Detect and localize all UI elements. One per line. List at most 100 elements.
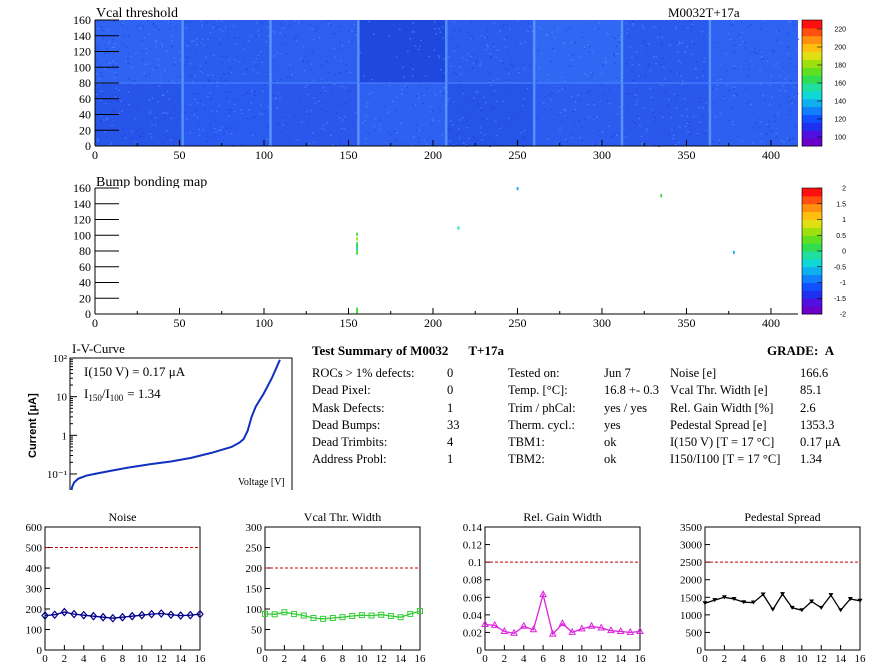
pixel bbox=[652, 99, 654, 101]
pixel bbox=[688, 133, 691, 136]
pixel bbox=[440, 68, 442, 71]
pixel bbox=[650, 109, 653, 111]
pixel bbox=[249, 89, 251, 91]
pixel bbox=[742, 41, 744, 43]
data-point bbox=[529, 625, 538, 633]
pixel bbox=[314, 102, 317, 105]
pixel bbox=[459, 137, 461, 139]
pixel bbox=[545, 34, 548, 36]
pixel bbox=[340, 60, 342, 62]
x-tick-label: 0 bbox=[702, 653, 708, 665]
y-tick-label: 40 bbox=[79, 108, 91, 122]
data-point bbox=[176, 611, 185, 620]
pixel bbox=[139, 27, 142, 30]
pixel bbox=[337, 49, 340, 51]
pixel bbox=[186, 39, 189, 41]
pixel bbox=[628, 93, 630, 95]
pixel bbox=[610, 112, 613, 114]
pixel bbox=[276, 52, 279, 54]
x-tick-label: 6 bbox=[760, 653, 766, 665]
pixel bbox=[429, 111, 432, 113]
data-point bbox=[310, 615, 317, 622]
pixel bbox=[606, 99, 609, 102]
pixel bbox=[665, 80, 668, 83]
pixel bbox=[658, 145, 661, 148]
data-point bbox=[320, 615, 327, 622]
pixel bbox=[341, 130, 343, 133]
pixel bbox=[280, 24, 283, 26]
pixel bbox=[107, 43, 110, 45]
pixel bbox=[783, 66, 785, 68]
pixel bbox=[797, 38, 800, 40]
pixel bbox=[338, 26, 340, 28]
pixel bbox=[759, 83, 762, 85]
bump-heatmap[interactable] bbox=[95, 186, 798, 314]
pixel bbox=[407, 50, 409, 52]
x-tick-label: 2 bbox=[62, 653, 68, 665]
pixel bbox=[234, 37, 237, 39]
pixel bbox=[793, 23, 796, 26]
pixel bbox=[378, 123, 381, 125]
pixel bbox=[530, 127, 533, 129]
palette-swatch bbox=[802, 290, 822, 299]
pixel bbox=[400, 88, 403, 91]
pixel bbox=[480, 35, 483, 37]
data-point bbox=[281, 609, 288, 616]
x-tick-label: 8 bbox=[120, 653, 126, 665]
pixel bbox=[443, 75, 446, 77]
pixel bbox=[136, 130, 138, 132]
pixel bbox=[667, 105, 670, 107]
pixel bbox=[141, 132, 144, 134]
pixel bbox=[617, 113, 619, 115]
x-tick-label: 6 bbox=[540, 653, 546, 665]
pixel bbox=[494, 142, 497, 144]
pixel bbox=[124, 106, 127, 108]
dead-bump bbox=[356, 242, 358, 246]
pixel bbox=[153, 28, 155, 30]
y-tick-label: 300 bbox=[26, 584, 43, 596]
pixel bbox=[443, 72, 446, 75]
pixel bbox=[642, 42, 644, 44]
pixel bbox=[283, 20, 285, 23]
pixel bbox=[102, 119, 105, 121]
pixel bbox=[598, 99, 600, 102]
pixel bbox=[462, 90, 464, 92]
pixel bbox=[218, 37, 221, 40]
pixel bbox=[174, 61, 176, 63]
pixel bbox=[279, 130, 282, 133]
pixel bbox=[480, 108, 482, 110]
pixel bbox=[197, 124, 200, 126]
pixel bbox=[648, 65, 650, 67]
data-point bbox=[616, 627, 625, 635]
pixel bbox=[736, 94, 738, 96]
pixel bbox=[586, 74, 589, 77]
pixel bbox=[155, 41, 158, 43]
pixel bbox=[312, 97, 315, 99]
pixel bbox=[557, 29, 559, 31]
x-tick-label: 14 bbox=[615, 653, 627, 665]
pixel bbox=[766, 133, 768, 135]
pixel bbox=[681, 80, 684, 82]
iv-y-tick-label: 1 bbox=[62, 430, 68, 442]
pixel bbox=[226, 28, 229, 30]
vcal-heatmap[interactable] bbox=[95, 20, 800, 148]
pixel bbox=[601, 131, 604, 133]
pixel bbox=[453, 144, 455, 146]
pixel bbox=[261, 61, 264, 63]
pixel bbox=[384, 105, 387, 107]
data-point bbox=[838, 608, 844, 613]
pixel bbox=[168, 22, 171, 24]
pixel bbox=[786, 53, 789, 55]
y-tick-label: 0 bbox=[477, 645, 483, 657]
pixel bbox=[586, 92, 589, 94]
pixel bbox=[689, 20, 691, 22]
pixel bbox=[200, 42, 202, 44]
roc-plot-title: Rel. Gain Width bbox=[523, 510, 601, 524]
data-point bbox=[760, 592, 766, 597]
pixel bbox=[743, 42, 746, 44]
data-point bbox=[378, 611, 385, 618]
pixel bbox=[556, 83, 559, 86]
pixel bbox=[304, 55, 307, 57]
pixel bbox=[147, 63, 150, 65]
